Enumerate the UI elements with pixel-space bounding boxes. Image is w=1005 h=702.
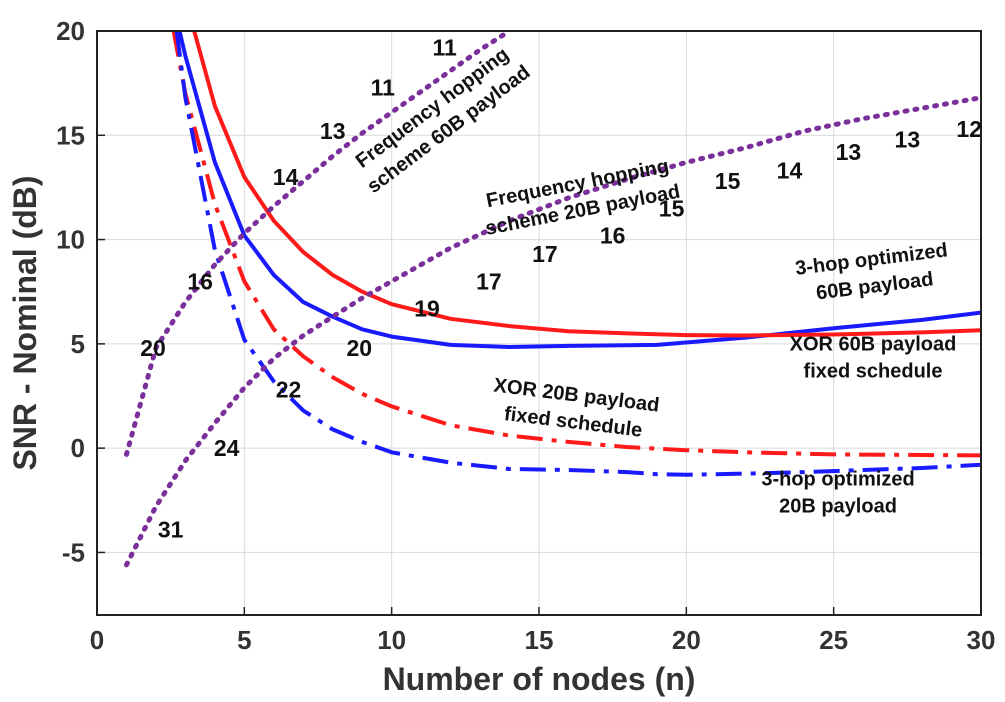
y-tick-label: 0 (71, 433, 85, 463)
x-tick-label: 30 (967, 625, 996, 655)
point-label: 15 (659, 195, 685, 221)
annotation-2: XOR 60B payload fixed schedule (790, 334, 957, 383)
x-axis-label: Number of nodes (n) (383, 661, 696, 697)
series-line-3 (171, 31, 981, 458)
point-label: 11 (433, 35, 458, 61)
point-label: 17 (476, 268, 502, 294)
point-label: 19 (414, 295, 440, 321)
point-label: 13 (320, 118, 346, 144)
point-label: 14 (273, 164, 299, 190)
x-tick-label: 15 (525, 625, 554, 655)
series-line-5 (124, 31, 512, 457)
series-group (124, 31, 981, 568)
point-label: 20 (346, 335, 372, 361)
annotation-4: 3-hop optimized 20B payload (761, 469, 914, 518)
x-tick-label: 20 (672, 625, 701, 655)
point-label: 13 (895, 126, 921, 152)
point-label: 15 (715, 168, 741, 194)
y-tick-label: 20 (56, 16, 85, 46)
point-label: 16 (187, 268, 213, 294)
point-label: 12 (956, 116, 982, 142)
point-label: 24 (214, 435, 240, 461)
annotation-line: fixed schedule (804, 361, 943, 383)
annotation-line: 20B payload (779, 496, 897, 518)
point-label: 20 (140, 335, 166, 361)
grid (97, 31, 981, 615)
point-label: 22 (276, 377, 302, 403)
point-label: 13 (836, 139, 862, 165)
point-label: 11 (371, 74, 396, 100)
y-tick-label: 10 (56, 225, 85, 255)
series-line-2 (192, 31, 981, 338)
annotation-line: 3-hop optimized (761, 469, 914, 491)
y-tick-label: 5 (71, 329, 85, 359)
x-tick-label: 10 (377, 625, 406, 655)
x-tick-label: 0 (90, 625, 104, 655)
ticks: 0 5 10 15 20 25 30 -5 0 5 10 15 20 (56, 16, 995, 655)
y-tick-label: -5 (62, 537, 85, 567)
point-label: 31 (158, 516, 184, 542)
y-axis-label: SNR - Nominal (dB) (7, 175, 43, 470)
point-labels: 11 11 13 14 16 20 12 13 13 14 15 15 16 17 17 19 20 22 24 31 (140, 35, 982, 543)
point-label: 16 (600, 222, 626, 248)
series-line-4 (174, 31, 981, 477)
point-label: 17 (532, 241, 558, 267)
x-tick-label: 25 (819, 625, 848, 655)
annotation-line: XOR 60B payload (790, 334, 957, 356)
series-line-6 (124, 95, 981, 568)
point-label: 14 (777, 158, 803, 184)
x-tick-label: 5 (237, 625, 251, 655)
y-tick-label: 15 (56, 120, 85, 150)
